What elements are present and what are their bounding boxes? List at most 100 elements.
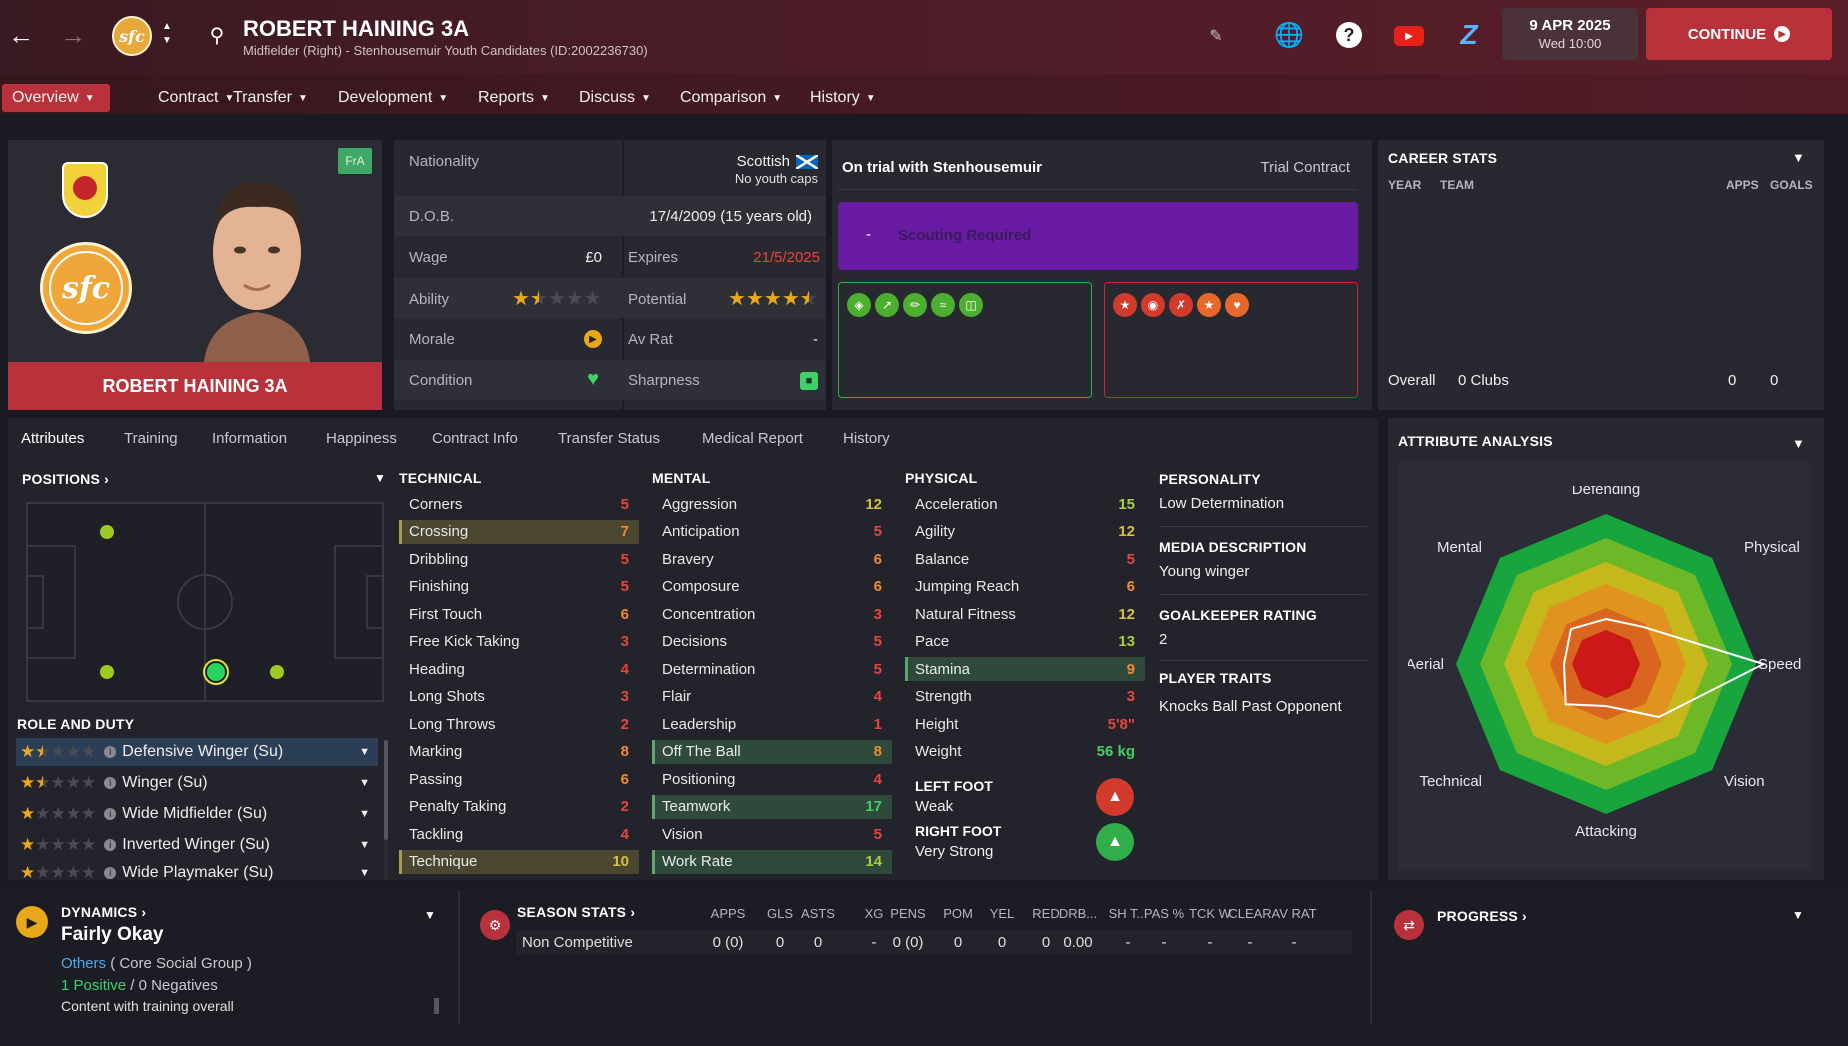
- chevron-down-icon[interactable]: ▼: [359, 867, 370, 879]
- attribute-row[interactable]: Heading 4: [399, 657, 639, 681]
- season-col-header[interactable]: SH T...: [1108, 906, 1148, 921]
- pass-icon[interactable]: ≈: [931, 293, 955, 317]
- attribute-row[interactable]: Flair 4: [652, 685, 892, 709]
- tab-history[interactable]: History: [843, 430, 890, 447]
- zone-z-icon[interactable]: Z: [1460, 19, 1478, 50]
- nav-overview[interactable]: Overview ▼: [2, 84, 110, 112]
- tab-transfer-status[interactable]: Transfer Status: [558, 430, 660, 447]
- role-row[interactable]: ★★★★★ i Wide Midfielder (Su) ▼: [16, 800, 378, 828]
- attribute-row[interactable]: Strength 3: [905, 685, 1145, 709]
- season-col-header[interactable]: GLS: [766, 906, 794, 921]
- chevron-down-icon[interactable]: ▼: [359, 746, 370, 758]
- attribute-row[interactable]: Vision 5: [652, 822, 892, 846]
- attribute-row[interactable]: Long Shots 3: [399, 685, 639, 709]
- attribute-row[interactable]: Determination 5: [652, 657, 892, 681]
- attribute-row[interactable]: Balance 5: [905, 547, 1145, 571]
- attribute-row[interactable]: Natural Fitness 12: [905, 602, 1145, 626]
- attribute-row[interactable]: Work Rate 14: [652, 849, 892, 874]
- negative-count[interactable]: 0 Negatives: [138, 977, 218, 994]
- forward-arrow-icon[interactable]: →: [60, 19, 86, 50]
- season-col-header[interactable]: AV RAT: [1271, 906, 1317, 921]
- tackle-icon[interactable]: ✗: [1169, 293, 1193, 317]
- youtube-icon[interactable]: ▶: [1394, 26, 1424, 46]
- attribute-row[interactable]: Marking 8: [399, 740, 639, 764]
- attribute-row[interactable]: Concentration 3: [652, 602, 892, 626]
- chevron-down-icon[interactable]: ▼: [359, 839, 370, 851]
- attribute-row[interactable]: Positioning 4: [652, 767, 892, 791]
- back-arrow-icon[interactable]: ←: [8, 19, 34, 50]
- season-col-header[interactable]: DRB...: [1058, 906, 1098, 921]
- medal-icon[interactable]: ★: [1113, 293, 1137, 317]
- attribute-row[interactable]: Teamwork 17: [652, 794, 892, 819]
- attribute-row[interactable]: Anticipation 5: [652, 520, 892, 544]
- season-col-header[interactable]: POM: [943, 906, 973, 921]
- trend-up-icon[interactable]: ↗: [875, 293, 899, 317]
- team-icon[interactable]: ◈: [847, 293, 871, 317]
- tab-information[interactable]: Information: [212, 430, 288, 447]
- chevron-down-icon[interactable]: ▼: [424, 908, 436, 922]
- attribute-row[interactable]: Corners 5: [399, 492, 639, 516]
- info-icon[interactable]: i: [104, 777, 117, 789]
- season-stats-title[interactable]: SEASON STATS ›: [517, 904, 635, 920]
- continue-button[interactable]: CONTINUE ▶: [1646, 8, 1832, 60]
- attribute-row[interactable]: Passing 6: [399, 767, 639, 791]
- season-col-header[interactable]: XG: [864, 906, 884, 921]
- attribute-row[interactable]: Crossing 7: [399, 519, 639, 544]
- brain-icon[interactable]: ◉: [1141, 293, 1165, 317]
- attribute-row[interactable]: Acceleration 15: [905, 492, 1145, 516]
- dynamics-scrollbar[interactable]: [434, 998, 439, 1014]
- positive-count[interactable]: 1 Positive: [61, 977, 127, 994]
- scouting-box[interactable]: - Scouting Required: [838, 202, 1358, 270]
- season-col-header[interactable]: TCK W: [1189, 906, 1231, 921]
- attribute-row[interactable]: Stamina 9: [905, 657, 1145, 681]
- nav-history[interactable]: History ▼: [800, 84, 886, 112]
- attribute-row[interactable]: Technique 10: [399, 849, 639, 874]
- chevron-down-icon[interactable]: ▼: [1792, 436, 1805, 451]
- attribute-row[interactable]: Jumping Reach 6: [905, 575, 1145, 599]
- progress-title[interactable]: PROGRESS ›: [1437, 908, 1527, 924]
- attribute-row[interactable]: Bravery 6: [652, 547, 892, 571]
- money-icon[interactable]: ◫: [959, 293, 983, 317]
- tab-medical-report[interactable]: Medical Report: [702, 430, 803, 447]
- positions-title[interactable]: POSITIONS ›: [22, 471, 109, 487]
- search-icon[interactable]: ⚲: [209, 24, 225, 47]
- social-group-link[interactable]: Others: [61, 955, 107, 972]
- attribute-row[interactable]: Height 5'8": [905, 712, 1145, 736]
- attribute-row[interactable]: Dribbling 5: [399, 547, 639, 571]
- nav-comparison[interactable]: Comparison ▼: [670, 84, 792, 112]
- nav-contract[interactable]: Contract ▼: [148, 84, 244, 112]
- nav-discuss[interactable]: Discuss ▼: [569, 84, 661, 112]
- attribute-row[interactable]: First Touch 6: [399, 602, 639, 626]
- edit-pencil-icon[interactable]: ✎: [1209, 28, 1223, 45]
- role-row[interactable]: ★★★★★ i Wide Playmaker (Su) ▼: [16, 862, 378, 884]
- role-row[interactable]: ★★★★★ i Inverted Winger (Su) ▼: [16, 831, 378, 859]
- nav-reports[interactable]: Reports ▼: [468, 84, 560, 112]
- attribute-row[interactable]: Leadership 1: [652, 712, 892, 736]
- boot-icon[interactable]: ✏: [903, 293, 927, 317]
- attribute-row[interactable]: Free Kick Taking 3: [399, 630, 639, 654]
- info-icon[interactable]: i: [104, 839, 117, 851]
- chevron-down-icon[interactable]: ▼: [1792, 908, 1804, 922]
- chevron-down-icon[interactable]: ▼: [1792, 150, 1805, 165]
- traits-value[interactable]: Knocks Ball Past Opponent: [1159, 698, 1342, 715]
- attribute-row[interactable]: Finishing 5: [399, 575, 639, 599]
- attribute-row[interactable]: Agility 12: [905, 520, 1145, 544]
- roles-scrollbar[interactable]: [384, 740, 388, 880]
- attribute-row[interactable]: Penalty Taking 2: [399, 795, 639, 819]
- chevron-down-icon[interactable]: ▼: [359, 808, 370, 820]
- season-col-header[interactable]: PENS: [890, 906, 926, 921]
- chevron-down-icon[interactable]: ▼: [359, 777, 370, 789]
- role-row[interactable]: ★★★★★★ i Winger (Su) ▼: [16, 769, 378, 797]
- season-col-header[interactable]: RED: [1032, 906, 1060, 921]
- star-icon[interactable]: ★: [1197, 293, 1221, 317]
- attribute-row[interactable]: Composure 6: [652, 575, 892, 599]
- season-col-header[interactable]: CLEAR: [1228, 906, 1272, 921]
- date-box[interactable]: 9 APR 2025 Wed 10:00: [1502, 8, 1638, 60]
- chevron-down-icon[interactable]: ▼: [374, 471, 386, 485]
- attribute-row[interactable]: Weight 56 kg: [905, 740, 1145, 764]
- attribute-row[interactable]: Pace 13: [905, 630, 1145, 654]
- foot-icon[interactable]: ♥: [1225, 293, 1249, 317]
- tab-contract-info[interactable]: Contract Info: [432, 430, 518, 447]
- dynamics-title[interactable]: DYNAMICS ›: [61, 904, 146, 920]
- info-icon[interactable]: i: [104, 746, 117, 758]
